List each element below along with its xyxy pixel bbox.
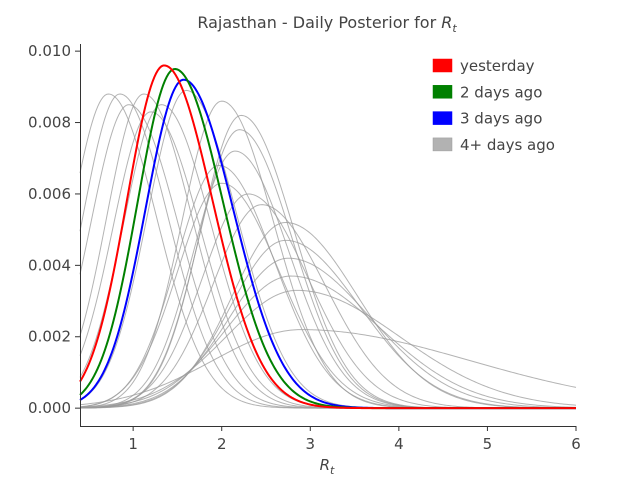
- x-tick-label: 4: [394, 435, 404, 453]
- legend-swatch: [432, 137, 453, 152]
- series-line-19: [79, 239, 577, 409]
- legend-label: 2 days ago: [460, 83, 542, 101]
- legend-label: yesterday: [460, 57, 535, 75]
- chart-title-variable: R: [441, 13, 452, 32]
- x-axis-label-variable: R: [320, 456, 330, 474]
- chart-title-subscript: t: [452, 22, 457, 35]
- y-tick-label: 0.000: [28, 399, 71, 417]
- series-line-21: [79, 275, 577, 409]
- series-line-22: [79, 289, 577, 408]
- series-line-0: [79, 64, 576, 410]
- y-tick-label: 0.010: [28, 42, 71, 60]
- y-tick-label: 0.002: [28, 328, 71, 346]
- x-tick-label: 6: [571, 435, 581, 453]
- series-line-2: [79, 78, 576, 410]
- legend-swatch: [432, 58, 453, 73]
- x-tick-label: 1: [128, 435, 138, 453]
- legend-swatch: [432, 111, 453, 125]
- x-axis-label: Rt: [320, 456, 335, 477]
- legend-label: 4+ days ago: [460, 136, 555, 154]
- x-ticks-group: 1 2 3 4 5 6: [128, 426, 581, 453]
- y-ticks-group: 0.000 0.002 0.004 0.006 0.008 0.010: [28, 42, 80, 417]
- y-tick-label: 0.006: [28, 185, 71, 203]
- x-axis-label-subscript: t: [330, 464, 335, 477]
- series-line-12: [79, 129, 576, 409]
- legend-swatch: [432, 85, 453, 99]
- y-tick-label: 0.004: [28, 256, 71, 274]
- y-tick-label: 0.008: [28, 114, 71, 132]
- x-tick-label: 5: [483, 435, 493, 453]
- legend-label: 3 days ago: [460, 110, 542, 128]
- legend: yesterday 2 days ago 3 days ago 4+ days ago: [432, 57, 555, 154]
- chart-title-prefix: Rajasthan - Daily Posterior for: [197, 13, 441, 32]
- series-line-18: [79, 221, 577, 409]
- series-line-7: [79, 111, 576, 409]
- series-line-20: [79, 257, 577, 409]
- series-line-23: [79, 329, 577, 406]
- chart-title: Rajasthan - Daily Posterior for Rt: [197, 13, 457, 35]
- curves-group: [79, 64, 577, 410]
- x-tick-label: 2: [217, 435, 227, 453]
- x-tick-label: 3: [306, 435, 316, 453]
